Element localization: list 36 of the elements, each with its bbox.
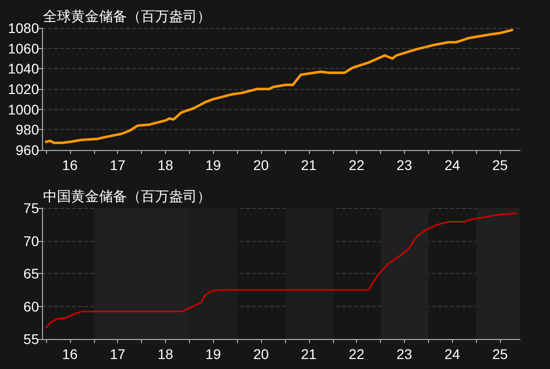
x-tick-label: 19 [205, 346, 222, 362]
y-tick-label: 1080 [8, 20, 40, 36]
x-tick-label: 19 [205, 157, 222, 173]
x-tick-label: 20 [253, 346, 270, 362]
y-tick-label: 960 [16, 142, 40, 158]
x-tick-label: 25 [492, 346, 508, 362]
x-tick-label: 16 [62, 157, 78, 173]
y-tick-label: 60 [23, 298, 40, 314]
y-tick-label: 55 [23, 331, 40, 347]
y-tick-label: 75 [23, 200, 40, 216]
line-series [44, 28, 514, 144]
line-series [45, 212, 517, 329]
x-tick-label: 18 [158, 157, 174, 173]
x-tick-label: 24 [444, 346, 460, 362]
x-tick-label: 16 [62, 346, 78, 362]
x-tick-label: 25 [492, 157, 508, 173]
x-tick-label: 22 [348, 346, 365, 362]
x-tick-label: 21 [301, 157, 317, 173]
x-tick-label: 22 [348, 157, 365, 173]
y-tick-label: 70 [23, 232, 40, 249]
x-tick-label: 17 [110, 346, 126, 362]
y-tick-label: 1040 [8, 60, 40, 77]
x-tick-label: 17 [110, 157, 126, 173]
chart-title: 中国黄金储备（百万盎司） [43, 188, 211, 204]
x-tick-label: 20 [253, 157, 270, 173]
y-tick-label: 1000 [8, 101, 40, 118]
x-tick-label: 24 [444, 157, 460, 173]
x-tick-label: 18 [158, 346, 174, 362]
y-tick-label: 980 [16, 122, 40, 138]
y-tick-label: 1060 [8, 40, 40, 56]
chart-title: 全球黄金储备（百万盎司） [43, 8, 211, 24]
x-tick-label: 23 [396, 346, 412, 362]
x-tick-label: 21 [301, 346, 317, 362]
x-tick-label: 23 [396, 157, 412, 173]
y-tick-label: 1020 [8, 81, 40, 97]
y-tick-label: 65 [23, 266, 40, 282]
